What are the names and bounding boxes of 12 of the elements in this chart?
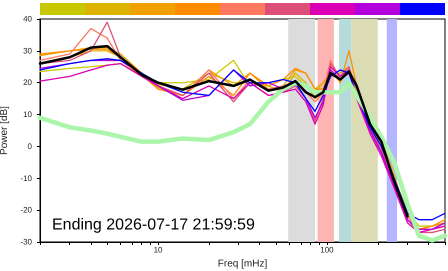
y-tick-label: -20: [20, 206, 33, 215]
y-tick-label: 10: [23, 110, 33, 120]
y-tick-label: -30: [20, 238, 33, 246]
y-tick-label: -10: [20, 174, 33, 183]
y-tick-label: 0: [28, 142, 33, 151]
y-tick-label: 40: [23, 14, 33, 24]
y-tick-label: 30: [23, 46, 33, 56]
annotation: Ending 2026-07-17 21:59:59: [52, 216, 255, 234]
y-tick-label: 20: [23, 78, 33, 88]
x-axis-title: Freq [mHz]: [218, 258, 268, 270]
y-axis-title: Power [dB]: [0, 106, 10, 155]
x-tick-label: 100: [320, 246, 334, 254]
